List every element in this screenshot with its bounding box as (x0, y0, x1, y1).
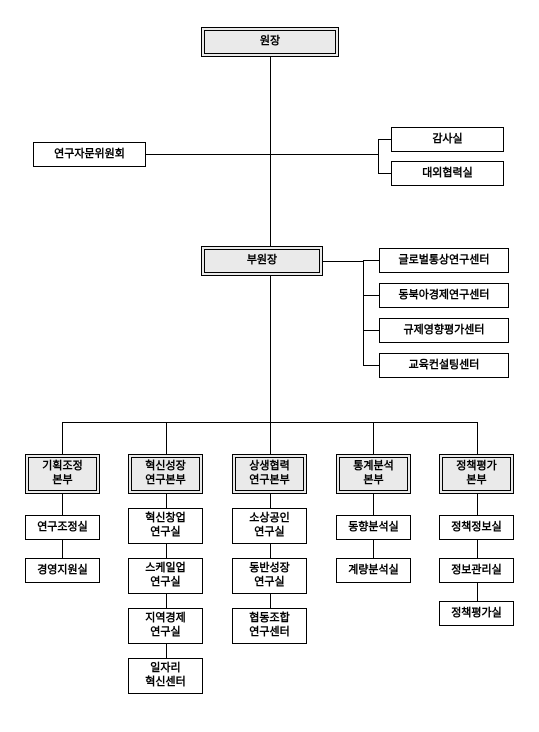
connector-line (477, 422, 478, 454)
connector-line (378, 173, 391, 174)
connector-line (378, 139, 379, 174)
org-box-hq2: 혁신성장 연구본부 (128, 454, 203, 494)
connector-line (62, 422, 63, 454)
connector-line (363, 365, 379, 366)
connector-line (146, 154, 270, 155)
connector-line (378, 139, 391, 140)
connector-line (363, 295, 379, 296)
org-box-hq1a: 연구조정실 (25, 515, 100, 540)
org-box-vicedirector: 부원장 (201, 246, 323, 276)
connector-line (373, 422, 374, 454)
connector-line (323, 261, 363, 262)
org-box-hq3a: 소상공인 연구실 (232, 508, 307, 544)
connector-line (270, 154, 378, 155)
org-box-hq4: 통계분석 본부 (336, 454, 411, 494)
connector-line (363, 260, 364, 366)
org-box-hq1b: 경영지원실 (25, 558, 100, 583)
connector-line (166, 422, 167, 454)
org-box-hq3c: 협동조합 연구센터 (232, 608, 307, 644)
org-box-hq5c: 정책평가실 (439, 601, 514, 626)
connector-line (363, 260, 379, 261)
org-box-advisory: 연구자문위원회 (33, 142, 146, 167)
org-box-center2: 동북아경제연구센터 (379, 283, 509, 308)
org-box-hq4b: 계량분석실 (336, 558, 411, 583)
connector-line (270, 57, 271, 422)
org-box-hq3: 상생협력 연구본부 (232, 454, 307, 494)
org-box-center1: 글로벌통상연구센터 (379, 248, 509, 273)
org-box-hq2b: 스케일업 연구실 (128, 558, 203, 594)
org-box-audit: 감사실 (391, 127, 504, 152)
connector-line (270, 422, 271, 454)
org-box-external: 대외협력실 (391, 161, 504, 186)
org-box-center4: 교육컨설팅센터 (379, 353, 509, 378)
org-box-hq4a: 동향분석실 (336, 515, 411, 540)
connector-line (477, 494, 478, 601)
org-box-hq2c: 지역경제 연구실 (128, 608, 203, 644)
connector-line (363, 330, 379, 331)
org-box-director: 원장 (201, 27, 339, 57)
org-box-center3: 규제영향평가센터 (379, 318, 509, 343)
org-box-hq5a: 정책정보실 (439, 515, 514, 540)
org-box-hq2d: 일자리 혁신센터 (128, 658, 203, 694)
org-box-hq5: 정책평가 본부 (439, 454, 514, 494)
org-box-hq2a: 혁신창업 연구실 (128, 508, 203, 544)
org-box-hq1: 기획조정 본부 (25, 454, 100, 494)
org-box-hq5b: 정보관리실 (439, 558, 514, 583)
org-box-hq3b: 동반성장 연구실 (232, 558, 307, 594)
